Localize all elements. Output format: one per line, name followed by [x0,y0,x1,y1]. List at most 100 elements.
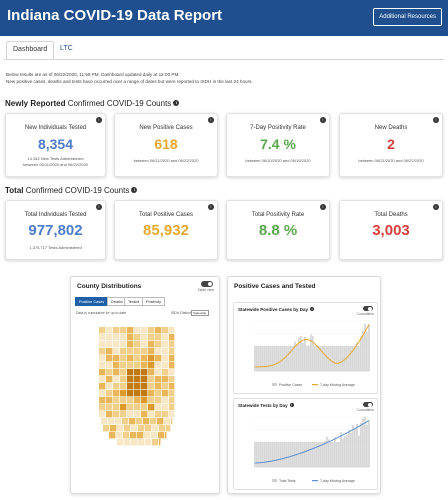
county-region [120,341,127,348]
day-bar [364,417,366,467]
county-region [169,411,175,418]
info-icon[interactable]: i [208,117,214,123]
county-region [162,397,169,404]
info-icon[interactable]: i [289,403,294,407]
info-icon[interactable]: i [173,100,180,106]
county-region [141,404,148,411]
chart-title: Statewide Tests by Day i [238,403,294,408]
day-bar [278,346,280,371]
day-bar [322,346,324,371]
card-date-range: between 06/10/2020 and 06/16/2020 [245,158,311,163]
tab-ltc[interactable]: LTC [60,45,73,52]
county-region [162,327,169,334]
card-new-individuals-tested: i New Individuals Tested 8,354 14,342 Ne… [5,113,106,177]
county-region [117,439,124,446]
legend-label: 7-day Moving Average [320,479,355,483]
district-select[interactable]: Statewide [191,310,209,316]
tab-dashboard[interactable]: Dashboard [6,41,55,59]
card-date-range: between 06/11/2020 and 06/22/2020 [23,162,88,167]
indiana-county-map[interactable] [99,327,175,447]
day-bar [368,323,370,371]
card-value: 2 [387,136,395,152]
county-region [116,432,123,439]
county-region [134,341,141,348]
tab-positive-cases[interactable]: Positive Cases [75,297,109,306]
day-bar [308,345,310,371]
day-bar [340,346,342,371]
info-icon[interactable]: i [433,204,439,210]
card-value: 8.8 % [258,222,298,239]
county-region [155,397,162,404]
county-region [115,418,122,425]
county-region [169,369,175,376]
total-counts-heading: Total Confirmed COVID-19 Counts i [5,186,138,195]
county-region [106,390,113,397]
county-region [141,411,148,418]
info-icon[interactable]: i [208,204,214,210]
day-bar [336,346,338,371]
table-view-toggle[interactable] [201,281,213,287]
info-icon[interactable]: i [131,187,138,193]
county-region [124,425,131,432]
chart-title: Statewide Positive Cases by Day i [238,307,315,312]
cumulative-toggle[interactable] [363,306,373,311]
card-date-range: between 06/21/2020 and 06/22/2020 [358,158,424,163]
county-region [141,341,148,348]
info-icon[interactable]: i [320,204,326,210]
day-bar [360,336,362,371]
county-region [148,327,155,334]
tab-positivity[interactable]: Positivity [142,297,165,306]
day-bar [260,442,262,467]
county-region [141,362,148,369]
tests-chart-card: Statewide Tests by Day i Cumulative Total… [233,398,378,490]
county-region [106,362,113,369]
day-bar [362,330,364,371]
day-bar [292,346,294,371]
day-bar [266,442,268,467]
county-region [134,334,141,341]
day-bar [300,442,302,467]
update-notice: Below results are as of 06/22/2020, 11:5… [6,71,442,85]
county-region [165,432,167,439]
newly-reported-heading-rest: Confirmed COVID-19 Counts [65,99,172,108]
day-bar [350,346,352,371]
county-panel-title: County Distributions [77,283,142,290]
county-region [138,439,145,446]
county-region [169,355,175,362]
day-bar [320,346,322,371]
additional-resources-button[interactable]: Additional Resources [373,8,442,26]
county-region [148,376,155,383]
card-new-deaths: i New Deaths 2 between 06/21/2020 and 06… [339,113,443,177]
card-label: 7-Day Positivity Rate [250,125,306,131]
county-region [123,432,130,439]
day-bar [342,346,344,371]
county-region [110,425,117,432]
info-icon[interactable]: i [310,307,315,311]
info-icon[interactable]: i [96,204,102,210]
day-bar [364,323,366,371]
county-region [152,425,159,432]
day-bar [304,336,306,371]
county-region [169,397,175,404]
county-region [99,376,106,383]
county-region [162,404,169,411]
info-icon[interactable]: i [320,117,326,123]
county-region [127,390,134,397]
info-icon[interactable]: i [433,117,439,123]
day-bar [258,346,260,371]
county-region [106,376,113,383]
cumulative-toggle[interactable] [363,402,373,407]
positive-panel-title: Positive Cases and Tested [234,283,316,290]
day-bar [278,442,280,467]
county-region [127,404,134,411]
card-label: Total Positive Cases [138,212,194,218]
county-region [120,383,127,390]
day-bar [298,337,300,371]
card-positivity-rate-7day: i 7-Day Positivity Rate 7.4 % between 06… [226,113,330,177]
county-region [99,327,106,334]
county-region [127,411,134,418]
card-subtext: 14,342 New Tests Administered [27,156,84,161]
tab-tested[interactable]: Tested [124,297,144,306]
county-region [106,397,113,404]
info-icon[interactable]: i [96,117,102,123]
